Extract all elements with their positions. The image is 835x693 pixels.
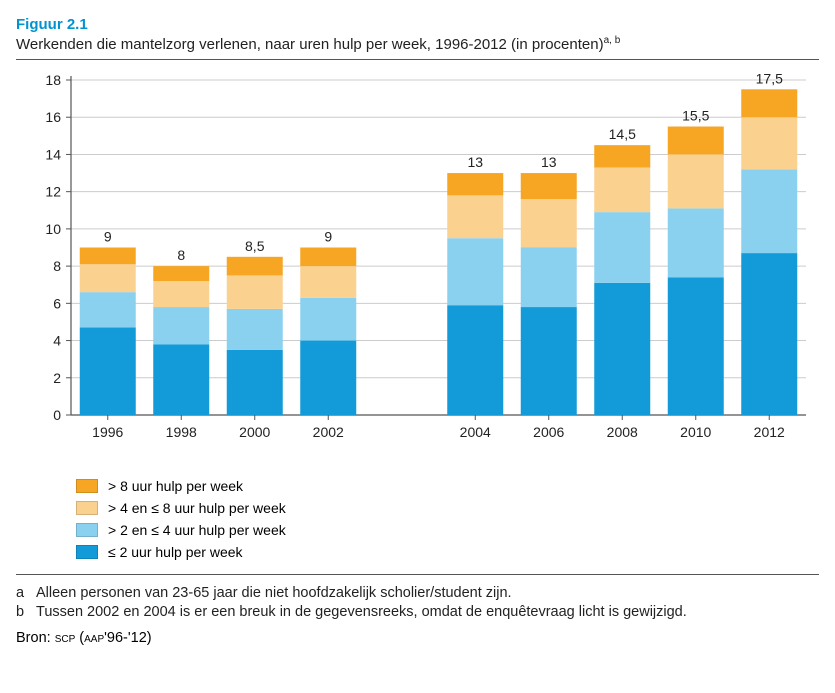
bar-segment [80, 248, 136, 265]
bar-segment [80, 292, 136, 327]
bar-segment [594, 283, 650, 415]
bar-total-label: 13 [541, 154, 557, 170]
bar-segment [447, 195, 503, 238]
bar-total-label: 14,5 [609, 126, 636, 142]
svg-text:2008: 2008 [607, 424, 638, 440]
bottom-rule [16, 574, 819, 575]
legend-item: > 2 en ≤ 4 uur hulp per week [76, 522, 819, 538]
legend-item: > 4 en ≤ 8 uur hulp per week [76, 500, 819, 516]
source-line: Bron: scp (aap'96-'12) [16, 630, 819, 646]
top-rule [16, 59, 819, 60]
svg-text:2006: 2006 [533, 424, 564, 440]
svg-text:6: 6 [53, 295, 61, 311]
bar-segment [300, 266, 356, 298]
bar-segment [300, 248, 356, 267]
bar-segment [741, 169, 797, 253]
legend-label: > 8 uur hulp per week [108, 478, 243, 494]
footnote: aAlleen personen van 23-65 jaar die niet… [16, 585, 819, 601]
svg-text:2002: 2002 [313, 424, 344, 440]
svg-text:16: 16 [45, 109, 61, 125]
bar-segment [594, 145, 650, 167]
svg-text:4: 4 [53, 333, 61, 349]
chart-area: 0 2 4 6 8 10 12 14 16 18 1996 9 1998 8 2000 8,5 2002 9 200… [16, 70, 816, 470]
legend-swatch [76, 545, 98, 559]
footnote-text: Tussen 2002 en 2004 is er een breuk in d… [36, 604, 687, 620]
svg-text:10: 10 [45, 221, 61, 237]
svg-text:2000: 2000 [239, 424, 270, 440]
bar-segment [741, 253, 797, 415]
bar-segment [227, 275, 283, 309]
bar-total-label: 9 [324, 229, 332, 245]
bar-segment [447, 173, 503, 195]
source-text: scp (aap'96-'12) [55, 630, 152, 646]
bar-segment [668, 154, 724, 208]
stacked-bar-chart: 0 2 4 6 8 10 12 14 16 18 1996 9 1998 8 2000 8,5 2002 9 200… [16, 70, 816, 470]
bar-segment [153, 266, 209, 281]
legend: > 8 uur hulp per week > 4 en ≤ 8 uur hulp… [76, 478, 819, 560]
legend-label: ≤ 2 uur hulp per week [108, 544, 243, 560]
svg-text:14: 14 [45, 146, 61, 162]
svg-text:2: 2 [53, 370, 61, 386]
figure-title-text: Werkenden die mantelzorg verlenen, naar … [16, 36, 604, 53]
legend-label: > 4 en ≤ 8 uur hulp per week [108, 500, 286, 516]
bar-segment [300, 341, 356, 415]
footnote-letter: b [16, 604, 36, 620]
svg-text:2004: 2004 [460, 424, 491, 440]
bar-segment [227, 350, 283, 415]
svg-text:18: 18 [45, 72, 61, 88]
legend-swatch [76, 501, 98, 515]
legend-swatch [76, 523, 98, 537]
svg-text:12: 12 [45, 184, 61, 200]
bar-segment [668, 208, 724, 277]
bar-segment [668, 277, 724, 415]
legend-swatch [76, 479, 98, 493]
bar-segment [447, 305, 503, 415]
footnote: bTussen 2002 en 2004 is er een breuk in … [16, 604, 819, 620]
bar-segment [300, 298, 356, 341]
bar-segment [153, 344, 209, 415]
bar-segment [521, 173, 577, 199]
svg-text:0: 0 [53, 407, 61, 423]
bar-segment [153, 307, 209, 344]
bar-segment [521, 307, 577, 415]
figure-label: Figuur 2.1 [16, 16, 819, 33]
svg-text:1996: 1996 [92, 424, 123, 440]
source-label: Bron: [16, 630, 51, 646]
bar-segment [594, 167, 650, 212]
bar-total-label: 8,5 [245, 238, 265, 254]
svg-text:1998: 1998 [166, 424, 197, 440]
svg-text:2010: 2010 [680, 424, 711, 440]
figure-title-sup: a, b [604, 35, 621, 46]
legend-label: > 2 en ≤ 4 uur hulp per week [108, 522, 286, 538]
bar-segment [594, 212, 650, 283]
bar-segment [227, 257, 283, 276]
bar-segment [521, 248, 577, 308]
bar-segment [80, 264, 136, 292]
bar-segment [741, 117, 797, 169]
bar-total-label: 17,5 [756, 70, 783, 86]
footnotes: aAlleen personen van 23-65 jaar die niet… [16, 585, 819, 620]
legend-item: > 8 uur hulp per week [76, 478, 819, 494]
bar-segment [153, 281, 209, 307]
bar-segment [741, 89, 797, 117]
bar-segment [80, 328, 136, 415]
bar-total-label: 15,5 [682, 108, 709, 124]
bar-segment [521, 199, 577, 247]
figure-title: Werkenden die mantelzorg verlenen, naar … [16, 35, 819, 53]
bar-total-label: 9 [104, 229, 112, 245]
footnote-text: Alleen personen van 23-65 jaar die niet … [36, 585, 512, 601]
footnote-letter: a [16, 585, 36, 601]
bar-segment [668, 127, 724, 155]
bar-total-label: 8 [177, 247, 185, 263]
bar-segment [227, 309, 283, 350]
svg-text:2012: 2012 [754, 424, 785, 440]
bar-total-label: 13 [467, 154, 483, 170]
legend-item: ≤ 2 uur hulp per week [76, 544, 819, 560]
svg-text:8: 8 [53, 258, 61, 274]
bar-segment [447, 238, 503, 305]
